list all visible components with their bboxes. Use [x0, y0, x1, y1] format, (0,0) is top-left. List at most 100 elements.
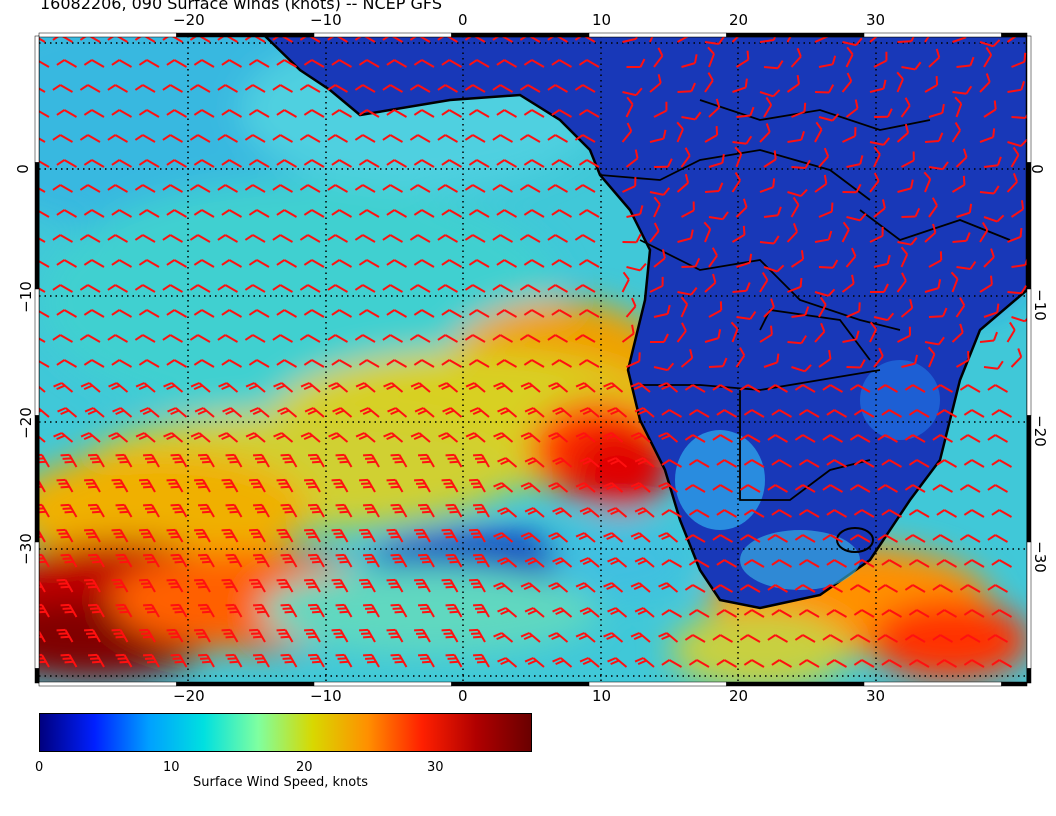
wind-barb	[248, 259, 270, 268]
wind-barb	[496, 359, 517, 368]
wind-barb	[841, 221, 850, 243]
wind-barb	[873, 146, 881, 168]
wind-barb	[143, 453, 160, 468]
wind-barb	[716, 509, 737, 518]
wind-barb	[923, 171, 932, 193]
wind-barb	[716, 609, 737, 618]
wind-barb	[139, 528, 156, 543]
wind-barb	[138, 309, 160, 318]
wind-barb	[276, 578, 294, 593]
wind-barb	[661, 459, 682, 468]
wind-barb	[299, 84, 321, 93]
wind-barb	[908, 459, 930, 468]
wind-barb	[327, 134, 348, 143]
wind-barb	[849, 384, 871, 393]
wind-barb	[739, 434, 761, 443]
wind-barb	[163, 432, 184, 443]
top-lon-label: −10	[310, 11, 342, 29]
wind-barb	[299, 234, 321, 243]
wind-barb	[763, 206, 782, 218]
wind-barb	[52, 84, 73, 93]
wind-barbs	[39, 36, 1027, 668]
wind-barb	[217, 234, 238, 243]
wind-barb	[575, 432, 596, 443]
wind-barb	[928, 161, 949, 171]
top-lon-label: 10	[592, 11, 612, 29]
wind-barb	[551, 359, 572, 368]
wind-barb	[386, 109, 407, 118]
wind-barb	[849, 434, 871, 443]
wind-barb	[418, 503, 435, 518]
wind-barb	[712, 534, 733, 543]
wind-barb	[335, 603, 353, 618]
wind-barb	[108, 432, 129, 443]
wind-barb	[303, 109, 325, 118]
wind-barb	[936, 609, 957, 618]
wind-barb	[170, 603, 188, 618]
colorbar-tick-label: 20	[296, 760, 313, 775]
wind-barb	[83, 209, 105, 218]
wind-barb	[551, 159, 572, 168]
wind-barb	[626, 205, 644, 218]
wind-barb	[731, 225, 746, 243]
wind-barb	[578, 259, 600, 268]
wind-barb	[552, 407, 573, 418]
wind-barb	[881, 459, 902, 468]
wind-barb	[354, 334, 376, 343]
wind-barb	[303, 309, 325, 318]
wind-barb	[221, 478, 239, 493]
wind-barb	[523, 209, 545, 218]
wind-barb	[107, 84, 128, 93]
wind-barb	[441, 578, 459, 593]
wind-barb	[198, 503, 215, 518]
wind-barb	[767, 584, 788, 593]
wind-barb	[896, 71, 904, 93]
wind-barb	[162, 284, 183, 293]
wind-barb	[873, 347, 884, 368]
wind-barb	[736, 253, 753, 268]
wind-barb	[468, 309, 490, 318]
wind-barb	[221, 259, 242, 268]
wind-barb	[814, 36, 830, 43]
wind-barb	[52, 134, 73, 143]
wind-barb	[822, 434, 843, 443]
wind-barb	[551, 59, 572, 68]
wind-barb	[983, 303, 1000, 318]
wind-barb	[523, 109, 545, 118]
wind-barb	[217, 184, 238, 193]
wind-barb	[688, 659, 710, 668]
top-lon-label: 20	[729, 11, 749, 29]
wind-barb	[303, 59, 325, 68]
wind-barb	[607, 657, 628, 668]
wind-barb	[519, 134, 541, 143]
wind-barb	[358, 259, 380, 268]
wind-barb	[359, 478, 376, 493]
wind-barb	[759, 178, 776, 193]
wind-barb	[846, 302, 861, 318]
wind-barb	[276, 209, 297, 218]
wind-barb	[245, 432, 266, 443]
wind-barb	[578, 159, 600, 168]
wind-barb	[650, 333, 669, 343]
wind-barb	[354, 234, 376, 243]
wind-barb	[79, 84, 101, 93]
wind-barb	[743, 659, 765, 668]
wind-barb	[520, 582, 541, 593]
wind-barb	[327, 334, 348, 343]
wind-barb	[107, 134, 128, 143]
wind-barb	[244, 184, 266, 193]
wind-barb	[138, 59, 160, 68]
bottom-lon-label: −10	[310, 687, 342, 705]
wind-barb	[138, 209, 160, 218]
wind-barb	[225, 553, 243, 568]
wind-barb	[166, 628, 184, 643]
wind-barb	[276, 109, 297, 118]
wind-barb	[493, 582, 514, 593]
wind-barb	[107, 284, 128, 293]
wind-barb	[520, 382, 541, 393]
wind-barb	[523, 259, 545, 268]
wind-barb	[332, 407, 353, 418]
wind-barb	[497, 457, 518, 468]
wind-barb	[956, 351, 970, 368]
wind-barb	[493, 532, 514, 543]
